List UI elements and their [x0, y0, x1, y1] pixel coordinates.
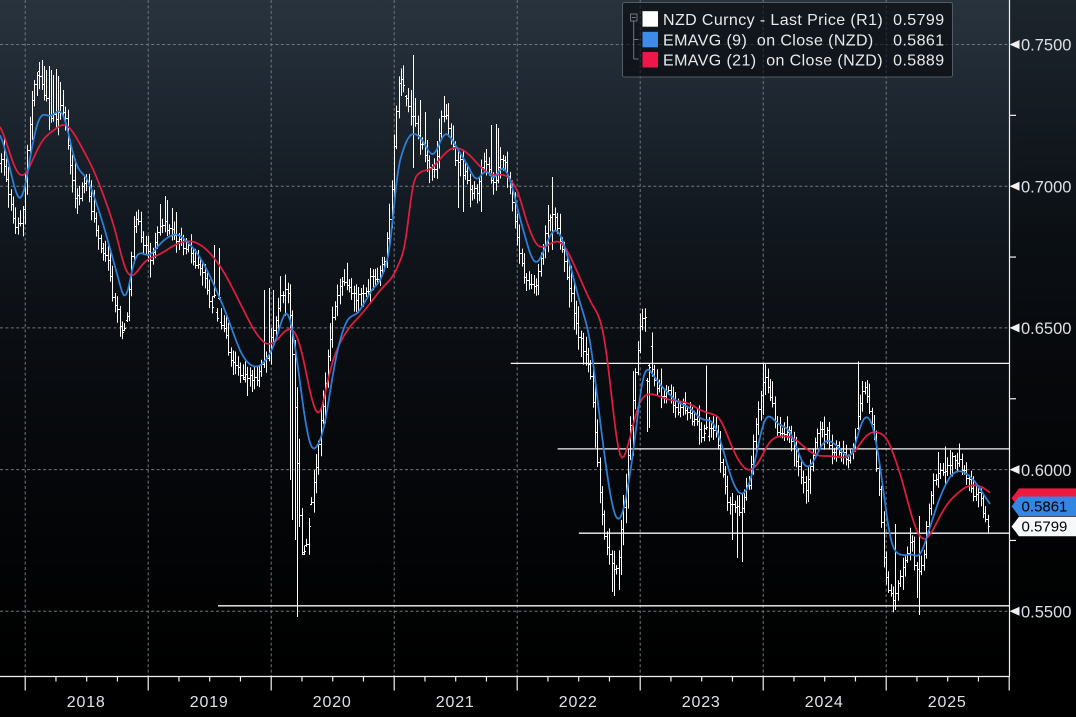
svg-text:0.5500: 0.5500 — [1021, 604, 1071, 622]
svg-text:0.6500: 0.6500 — [1021, 320, 1071, 338]
svg-text:2022: 2022 — [559, 694, 598, 711]
svg-text:0.7000: 0.7000 — [1021, 178, 1071, 196]
svg-text:0.5889: 0.5889 — [893, 53, 944, 70]
svg-text:NZD Curncy - Last Price (R1): NZD Curncy - Last Price (R1) — [663, 12, 883, 29]
svg-text:2025: 2025 — [928, 694, 967, 711]
svg-text:0.5799: 0.5799 — [893, 12, 944, 29]
svg-text:2020: 2020 — [313, 694, 352, 711]
svg-text:2019: 2019 — [190, 694, 229, 711]
svg-text:EMAVG (21) on Close (NZD): EMAVG (21) on Close (NZD) — [663, 53, 883, 70]
svg-text:0.5861: 0.5861 — [1022, 498, 1068, 515]
svg-text:0.6000: 0.6000 — [1021, 462, 1071, 480]
svg-text:0.5861: 0.5861 — [893, 32, 944, 49]
svg-text:2023: 2023 — [682, 694, 721, 711]
svg-text:EMAVG (9) on Close (NZD): EMAVG (9) on Close (NZD) — [663, 32, 874, 49]
svg-text:2018: 2018 — [67, 694, 106, 711]
svg-text:0.7500: 0.7500 — [1021, 37, 1071, 55]
svg-text:0.5799: 0.5799 — [1022, 519, 1068, 536]
svg-text:2021: 2021 — [436, 694, 475, 711]
svg-text:2024: 2024 — [805, 694, 844, 711]
